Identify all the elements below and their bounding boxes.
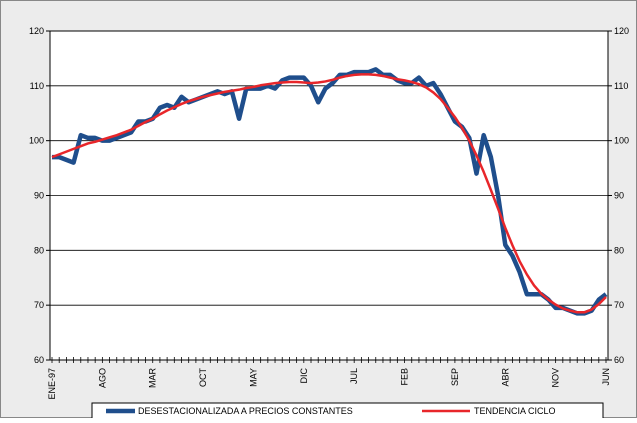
y2-tick-label: 60 [614, 355, 624, 365]
x-tick-label: JUL [349, 368, 359, 384]
series-line [51, 73, 607, 314]
x-tick-label: AGO [97, 368, 107, 388]
x-tick-label: ENE-97 [47, 368, 57, 400]
x-tick-label: DIC [299, 368, 309, 384]
x-tick-label: SEP [450, 368, 460, 386]
y2-tick-label: 70 [614, 300, 624, 310]
y-tick-label: 70 [34, 300, 44, 310]
x-tick-label: FEB [400, 368, 410, 386]
y2-tick-label: 120 [614, 26, 629, 36]
y-tick-label: 100 [29, 136, 44, 146]
y-tick-label: 80 [34, 245, 44, 255]
y-tick-label: 120 [29, 26, 44, 36]
x-tick-label: OCT [198, 368, 208, 388]
y2-tick-label: 100 [614, 136, 629, 146]
y2-tick-label: 90 [614, 191, 624, 201]
x-tick-label: MAY [248, 368, 258, 387]
x-tick-label: ABR [500, 368, 510, 387]
y2-tick-label: 110 [614, 81, 628, 91]
legend-label: DESESTACIONALIZADA A PRECIOS CONSTANTES [138, 406, 353, 416]
x-tick-label: JUN [601, 368, 611, 386]
y-tick-label: 110 [30, 81, 44, 91]
x-tick-label: NOV [551, 368, 561, 388]
y-tick-label: 60 [34, 355, 44, 365]
y2-tick-label: 80 [614, 245, 624, 255]
legend-label: TENDENCIA CICLO [474, 406, 556, 416]
y-tick-label: 90 [34, 191, 44, 201]
x-tick-label: MAR [148, 368, 158, 389]
